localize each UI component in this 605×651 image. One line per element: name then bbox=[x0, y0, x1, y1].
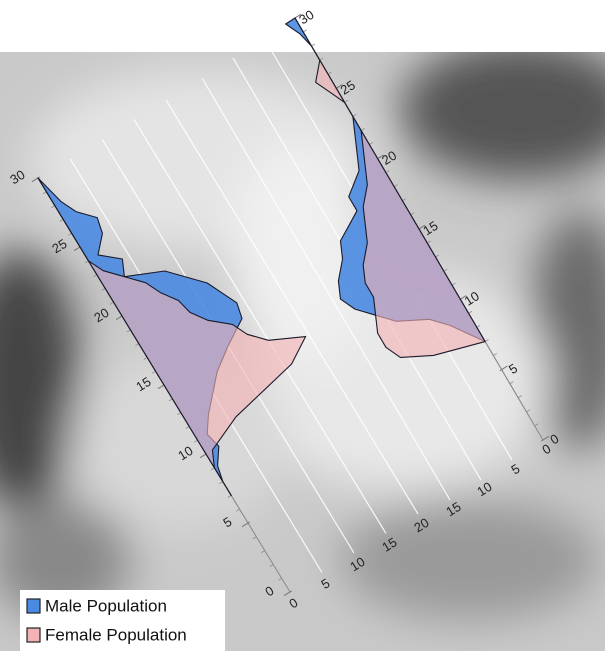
minor-tick bbox=[51, 205, 56, 209]
age-tick bbox=[283, 590, 293, 597]
minor-tick bbox=[67, 232, 72, 236]
legend-swatch bbox=[26, 598, 41, 614]
age-tick-label: 30 bbox=[296, 7, 316, 27]
minor-tick bbox=[493, 353, 497, 356]
minor-tick bbox=[468, 310, 473, 314]
minor-tick bbox=[509, 381, 514, 385]
minor-tick bbox=[59, 219, 64, 222]
age-tick-label: 25 bbox=[338, 77, 358, 97]
grid-line bbox=[201, 77, 451, 501]
value-tick-label: 15 bbox=[379, 534, 399, 554]
minor-tick bbox=[385, 170, 390, 174]
area bbox=[37, 177, 307, 496]
background-image bbox=[0, 52, 605, 651]
minor-tick bbox=[311, 43, 316, 47]
age-tick bbox=[241, 521, 251, 528]
value-tick-label: 10 bbox=[347, 554, 367, 574]
value-tick-label: 15 bbox=[443, 499, 463, 519]
minor-tick bbox=[303, 29, 307, 33]
minor-tick bbox=[534, 423, 539, 427]
minor-tick bbox=[402, 198, 407, 202]
minor-tick bbox=[327, 71, 332, 75]
minor-tick bbox=[261, 550, 266, 554]
grid-line bbox=[165, 99, 419, 515]
minor-tick bbox=[476, 324, 481, 328]
minor-tick bbox=[352, 113, 357, 117]
age-tick-label: 10 bbox=[175, 443, 195, 463]
minor-tick bbox=[526, 409, 531, 413]
age-tick-label: 30 bbox=[7, 167, 27, 187]
minor-tick bbox=[227, 495, 232, 498]
minor-tick bbox=[443, 268, 448, 272]
minor-tick bbox=[210, 467, 215, 471]
legend-box bbox=[20, 590, 225, 651]
age-tick-label: 10 bbox=[462, 288, 482, 308]
minor-tick bbox=[360, 128, 365, 131]
minor-tick bbox=[269, 564, 274, 567]
value-tick-label: 10 bbox=[474, 479, 494, 499]
age-tick-label: 20 bbox=[91, 305, 111, 325]
age-tick-label: 20 bbox=[379, 148, 399, 168]
legend-swatch bbox=[26, 627, 41, 643]
minor-tick bbox=[435, 254, 440, 258]
minor-tick bbox=[451, 282, 456, 286]
minor-tick bbox=[484, 339, 489, 342]
legend-label: Female Population bbox=[45, 625, 187, 644]
minor-tick bbox=[219, 481, 224, 485]
minor-tick bbox=[344, 99, 349, 103]
minor-tick bbox=[427, 240, 431, 244]
age-tick bbox=[31, 176, 41, 183]
age-tick bbox=[499, 365, 508, 372]
area bbox=[294, 17, 486, 358]
minor-tick bbox=[177, 412, 182, 416]
minor-tick bbox=[410, 212, 415, 216]
minor-tick bbox=[277, 577, 282, 581]
minor-tick bbox=[168, 398, 173, 402]
minor-tick bbox=[319, 57, 324, 61]
minor-tick bbox=[517, 395, 522, 399]
value-tick-label: 20 bbox=[411, 515, 431, 535]
age-tick-label: 15 bbox=[133, 374, 153, 394]
minor-tick bbox=[151, 370, 156, 374]
minor-tick bbox=[42, 191, 47, 195]
minor-tick bbox=[109, 301, 114, 305]
age-tick bbox=[540, 435, 550, 442]
minor-tick bbox=[135, 343, 140, 347]
minor-tick bbox=[185, 426, 190, 429]
minor-tick bbox=[101, 288, 106, 291]
minor-tick bbox=[369, 142, 373, 145]
minor-tick bbox=[393, 184, 398, 188]
minor-tick bbox=[84, 260, 89, 264]
minor-tick bbox=[252, 536, 257, 540]
grid-line bbox=[133, 119, 387, 534]
legend-label: Male Population bbox=[45, 596, 167, 615]
minor-tick bbox=[126, 329, 131, 333]
age-tick-label: 25 bbox=[49, 236, 69, 256]
age-tick-label: 15 bbox=[420, 218, 440, 238]
minor-tick bbox=[93, 274, 98, 278]
minor-tick bbox=[193, 439, 198, 443]
minor-tick bbox=[235, 508, 240, 512]
minor-tick bbox=[143, 357, 148, 360]
